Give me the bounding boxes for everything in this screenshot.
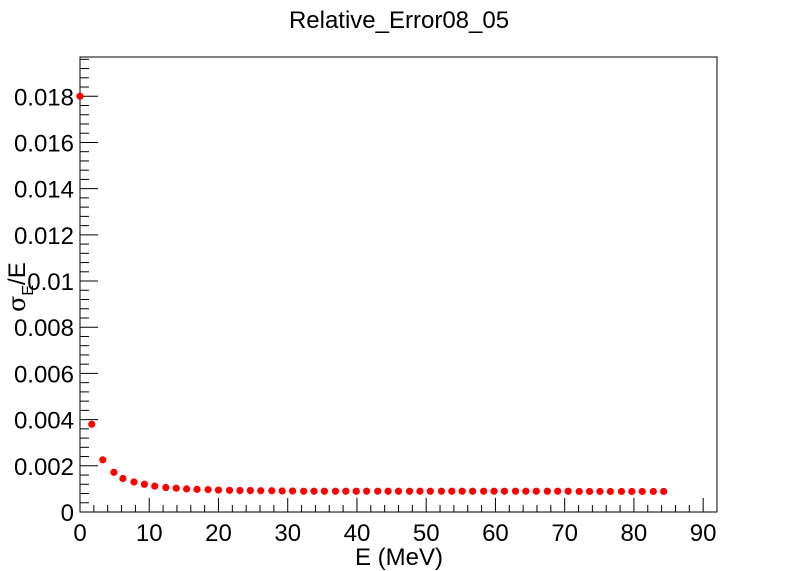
- x-tick-label: 30: [274, 520, 301, 547]
- data-point: [140, 480, 148, 488]
- data-point: [193, 485, 201, 493]
- data-point: [151, 482, 159, 490]
- plot-area: [79, 56, 718, 513]
- y-tick-label: 0.018: [14, 84, 74, 111]
- data-point: [225, 486, 234, 494]
- data-point: [511, 487, 520, 495]
- y-tick-label: 0.008: [14, 315, 74, 342]
- y-axis-title-suffix: /E: [4, 262, 31, 285]
- data-point: [374, 487, 382, 495]
- x-axis-tick-labels: 0 10 20 30 40 50 60 70 80 90: [73, 520, 716, 547]
- data-point: [532, 487, 540, 495]
- data-point: [162, 483, 170, 492]
- data-point: [480, 487, 488, 495]
- data-point: [638, 487, 646, 496]
- data-point: [331, 487, 340, 495]
- data-point: [394, 487, 403, 495]
- y-axis-title-subscript: E: [20, 285, 37, 296]
- data-point: [586, 487, 594, 496]
- data-point: [342, 487, 350, 495]
- plot-frame: [79, 56, 718, 513]
- data-point: [352, 487, 360, 495]
- data-point: [660, 487, 668, 496]
- data-points: [76, 92, 668, 496]
- svg-text:σE/E: σE/E: [3, 262, 37, 312]
- x-tick-label: 90: [690, 520, 717, 547]
- data-point: [617, 487, 626, 496]
- data-point: [564, 487, 572, 495]
- data-point: [405, 487, 414, 495]
- y-tick-label: 0.012: [14, 223, 74, 250]
- y-axis-title: σE/E: [3, 262, 37, 312]
- data-point: [437, 487, 446, 495]
- data-point: [628, 487, 636, 496]
- data-point: [500, 487, 509, 495]
- data-point: [426, 487, 434, 495]
- chart-title: Relative_Error08_05: [289, 7, 509, 34]
- data-point: [278, 487, 286, 495]
- data-point: [130, 478, 138, 486]
- data-point: [257, 487, 265, 495]
- x-tick-label: 50: [413, 520, 440, 547]
- x-tick-label: 40: [344, 520, 371, 547]
- data-point: [490, 487, 498, 495]
- data-point: [606, 487, 614, 496]
- data-point: [458, 487, 466, 495]
- data-point: [288, 487, 297, 495]
- x-axis-title: E (MeV): [355, 544, 443, 571]
- data-point: [183, 485, 191, 493]
- x-tick-label: 20: [205, 520, 232, 547]
- data-point: [384, 487, 392, 495]
- y-axis-tick-labels: 0 0.002 0.004 0.006 0.008 0.01 0.012 0.014 0.016…: [14, 84, 74, 527]
- x-axis-ticks: [79, 498, 718, 512]
- data-point: [110, 468, 118, 476]
- y-tick-label: 0.004: [14, 408, 74, 435]
- data-point: [119, 474, 127, 483]
- x-tick-label: 0: [73, 520, 86, 547]
- data-point: [99, 456, 107, 464]
- x-tick-label: 80: [621, 520, 648, 547]
- x-tick-label: 60: [482, 520, 509, 547]
- data-point: [246, 486, 254, 495]
- y-tick-label: 0.016: [14, 130, 74, 157]
- data-point: [204, 485, 212, 494]
- data-point: [76, 92, 84, 100]
- data-point: [522, 487, 530, 495]
- y-tick-label: 0.01: [27, 269, 74, 296]
- data-point: [363, 487, 371, 495]
- data-point: [268, 487, 276, 495]
- x-tick-label: 10: [136, 520, 163, 547]
- y-axis-title-symbol: σ: [3, 296, 31, 312]
- data-point: [596, 487, 604, 496]
- data-point: [300, 487, 308, 495]
- data-point: [416, 487, 424, 495]
- data-point: [468, 487, 477, 495]
- y-axis-ticks: [80, 58, 98, 513]
- y-tick-label: 0.006: [14, 361, 74, 388]
- data-point: [543, 487, 551, 495]
- data-point: [236, 486, 244, 495]
- data-point: [554, 487, 562, 495]
- x-tick-label: 70: [551, 520, 578, 547]
- data-point: [448, 487, 456, 495]
- data-point: [649, 487, 657, 496]
- data-point: [214, 486, 223, 494]
- y-tick-label: 0.002: [14, 454, 74, 481]
- data-point: [575, 487, 583, 496]
- y-tick-label: 0: [61, 500, 74, 527]
- y-tick-label: 0.014: [14, 177, 74, 204]
- data-point: [310, 487, 318, 495]
- data-point: [88, 420, 96, 428]
- data-point: [320, 487, 329, 495]
- data-point: [172, 484, 180, 492]
